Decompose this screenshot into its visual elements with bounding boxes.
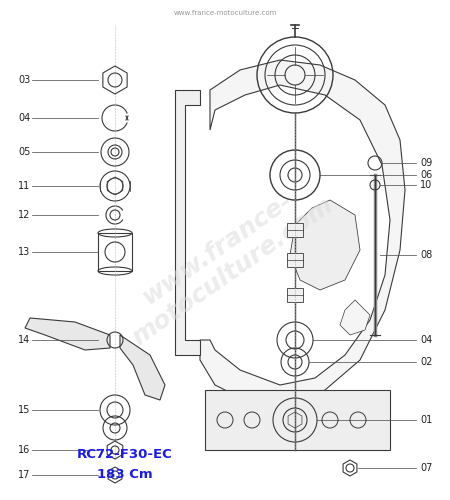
Polygon shape xyxy=(175,90,200,355)
Text: 11: 11 xyxy=(18,181,30,191)
Text: 05: 05 xyxy=(18,147,31,157)
Bar xyxy=(287,253,303,267)
Polygon shape xyxy=(200,60,405,405)
Text: 10: 10 xyxy=(420,180,432,190)
Polygon shape xyxy=(120,335,165,400)
Text: 12: 12 xyxy=(18,210,31,220)
Text: 04: 04 xyxy=(420,335,432,345)
Text: 17: 17 xyxy=(18,470,31,480)
Bar xyxy=(98,233,132,271)
Text: RC72-F30-EC: RC72-F30-EC xyxy=(77,448,173,462)
Bar xyxy=(287,288,303,302)
Text: 16: 16 xyxy=(18,445,30,455)
Text: 02: 02 xyxy=(420,357,432,367)
Bar xyxy=(287,223,303,237)
Text: 07: 07 xyxy=(420,463,432,473)
Polygon shape xyxy=(25,318,110,350)
Text: 13: 13 xyxy=(18,247,30,257)
Polygon shape xyxy=(340,300,370,335)
Bar xyxy=(205,390,390,450)
Text: 03: 03 xyxy=(18,75,30,85)
Text: 15: 15 xyxy=(18,405,31,415)
Text: 08: 08 xyxy=(420,250,432,260)
Text: 01: 01 xyxy=(420,415,432,425)
Text: 183 Cm: 183 Cm xyxy=(97,468,153,481)
Text: 14: 14 xyxy=(18,335,30,345)
Text: 06: 06 xyxy=(420,170,432,180)
Text: 04: 04 xyxy=(18,113,30,123)
Polygon shape xyxy=(290,200,360,290)
Text: 09: 09 xyxy=(420,158,432,168)
Text: www.france-motoculture.com: www.france-motoculture.com xyxy=(173,10,277,16)
Text: www.france-
motoculture.com: www.france- motoculture.com xyxy=(112,170,338,350)
